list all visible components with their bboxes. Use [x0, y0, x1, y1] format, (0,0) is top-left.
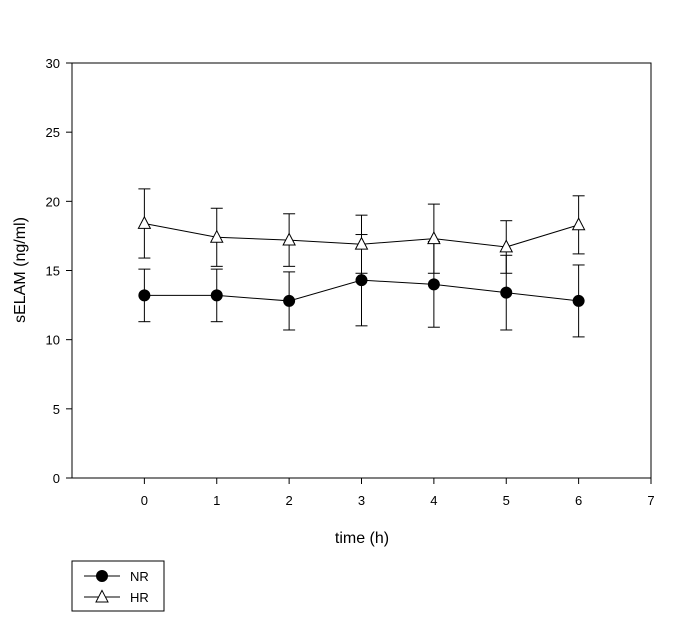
legend-items: NR HR — [84, 569, 149, 605]
data-point-hr — [571, 217, 586, 231]
y-tick-label: 20 — [46, 194, 60, 209]
legend-label-hr: HR — [130, 590, 149, 605]
data-point-nr — [427, 278, 440, 291]
legend-item-nr: NR — [84, 569, 149, 584]
data-point-nr — [355, 274, 368, 287]
legend-label-nr: NR — [130, 569, 149, 584]
series-layer — [137, 188, 586, 338]
y-tick-label: 5 — [53, 402, 60, 417]
data-point-nr — [283, 294, 296, 307]
x-axis: 0 1 2 3 4 5 6 7 — [141, 478, 655, 508]
legend-marker-nr — [96, 570, 108, 582]
y-tick-label: 15 — [46, 264, 60, 279]
legend-marker-hr — [95, 589, 109, 603]
data-point-nr — [500, 286, 513, 299]
legend: NR HR — [71, 560, 165, 612]
data-point-hr — [137, 215, 152, 229]
x-tick-label: 4 — [430, 493, 437, 508]
y-tick-label: 10 — [46, 333, 60, 348]
x-tick-label: 0 — [141, 493, 148, 508]
x-axis-title: time (h) — [335, 530, 389, 547]
data-point-nr — [572, 294, 585, 307]
legend-box — [71, 560, 165, 612]
data-point-hr — [354, 236, 369, 250]
data-point-nr — [210, 289, 223, 302]
x-tick-label: 2 — [286, 493, 293, 508]
data-point-hr — [427, 230, 441, 245]
x-tick-label: 5 — [503, 493, 510, 508]
y-tick-label: 30 — [46, 56, 60, 71]
y-tick-label: 0 — [53, 471, 60, 486]
x-tick-label: 3 — [358, 493, 365, 508]
legend-item-hr: HR — [84, 589, 149, 605]
x-tick-label: 6 — [575, 493, 582, 508]
data-point-nr — [138, 289, 151, 302]
x-tick-label: 1 — [213, 493, 220, 508]
data-point-hr — [499, 239, 514, 253]
y-tick-label: 25 — [46, 125, 60, 140]
y-axis-title: sELAM (ng/ml) — [12, 217, 29, 323]
data-point-hr — [209, 229, 224, 243]
y-axis: 0 5 10 15 20 25 30 — [46, 56, 72, 486]
x-tick-label: 7 — [647, 493, 654, 508]
series-nr — [138, 234, 585, 338]
data-point-hr — [282, 232, 296, 246]
series-hr — [137, 188, 586, 274]
